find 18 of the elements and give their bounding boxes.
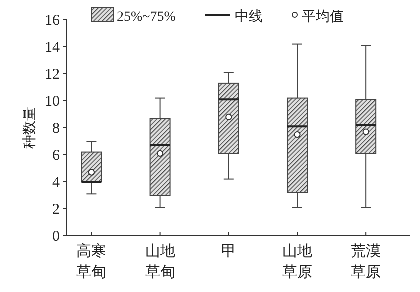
y-tick-label: 4: [52, 175, 60, 191]
y-tick-label: 2: [52, 202, 60, 218]
y-axis-title: 种数量: [22, 107, 38, 149]
x-tick-label: 高寒草甸: [76, 243, 107, 281]
annotation: 中线: [235, 9, 263, 25]
y-tick-label: 8: [52, 121, 60, 137]
y-tick-label: 16: [45, 13, 60, 29]
y-tick-label: 6: [52, 148, 60, 164]
x-tick-label: 甲: [221, 244, 236, 260]
x-tick-label: 荒漠草原: [351, 243, 382, 281]
y-tick-label: 10: [45, 94, 60, 110]
y-tick-label: 12: [45, 67, 60, 83]
y-tick-label: 14: [45, 40, 60, 56]
x-tick-label: 山地草原: [282, 243, 312, 281]
x-tick-label: 山地草甸: [145, 243, 176, 281]
legend-label: 25%~75%: [117, 10, 176, 25]
y-tick-label: 0: [52, 229, 60, 245]
annotation: 平均值: [302, 9, 344, 25]
